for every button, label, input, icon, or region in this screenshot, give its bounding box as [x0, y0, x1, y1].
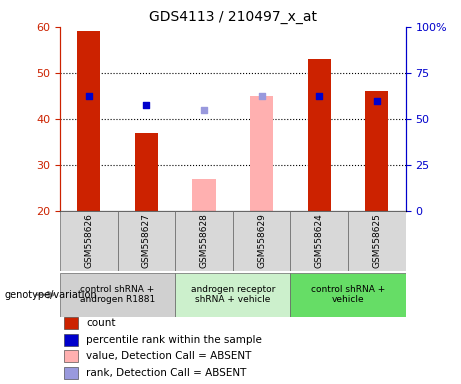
Point	[85, 93, 92, 99]
Bar	[365, 91, 388, 211]
Bar	[348, 211, 406, 271]
Text: androgen receptor
shRNA + vehicle: androgen receptor shRNA + vehicle	[190, 285, 275, 305]
Bar	[77, 31, 100, 211]
Bar	[60, 211, 118, 271]
Bar	[135, 133, 158, 211]
Bar	[175, 211, 233, 271]
Bar	[64, 317, 78, 329]
Title: GDS4113 / 210497_x_at: GDS4113 / 210497_x_at	[149, 10, 317, 25]
Point	[258, 93, 266, 99]
Bar	[60, 273, 175, 317]
Text: GSM558628: GSM558628	[200, 214, 208, 268]
Bar	[290, 273, 406, 317]
Text: genotype/variation: genotype/variation	[5, 290, 97, 300]
Text: GSM558627: GSM558627	[142, 214, 151, 268]
Text: GSM558624: GSM558624	[315, 214, 324, 268]
Bar	[250, 96, 273, 211]
Bar	[193, 179, 216, 211]
Text: rank, Detection Call = ABSENT: rank, Detection Call = ABSENT	[86, 368, 246, 378]
Text: percentile rank within the sample: percentile rank within the sample	[86, 334, 262, 345]
Bar	[118, 211, 175, 271]
Point	[373, 98, 381, 104]
Bar	[64, 367, 78, 379]
Text: GSM558629: GSM558629	[257, 214, 266, 268]
Bar	[233, 211, 290, 271]
Text: control shRNA +
androgen R1881: control shRNA + androgen R1881	[80, 285, 155, 305]
Text: count: count	[86, 318, 116, 328]
Bar	[64, 334, 78, 346]
Point	[142, 102, 150, 108]
Point	[315, 93, 323, 99]
Text: GSM558625: GSM558625	[372, 214, 381, 268]
Text: control shRNA +
vehicle: control shRNA + vehicle	[311, 285, 385, 305]
Text: value, Detection Call = ABSENT: value, Detection Call = ABSENT	[86, 351, 251, 361]
Bar	[308, 59, 331, 211]
Text: GSM558626: GSM558626	[84, 214, 93, 268]
Point	[200, 107, 207, 113]
Bar	[290, 211, 348, 271]
Bar	[175, 273, 290, 317]
Bar	[64, 350, 78, 362]
